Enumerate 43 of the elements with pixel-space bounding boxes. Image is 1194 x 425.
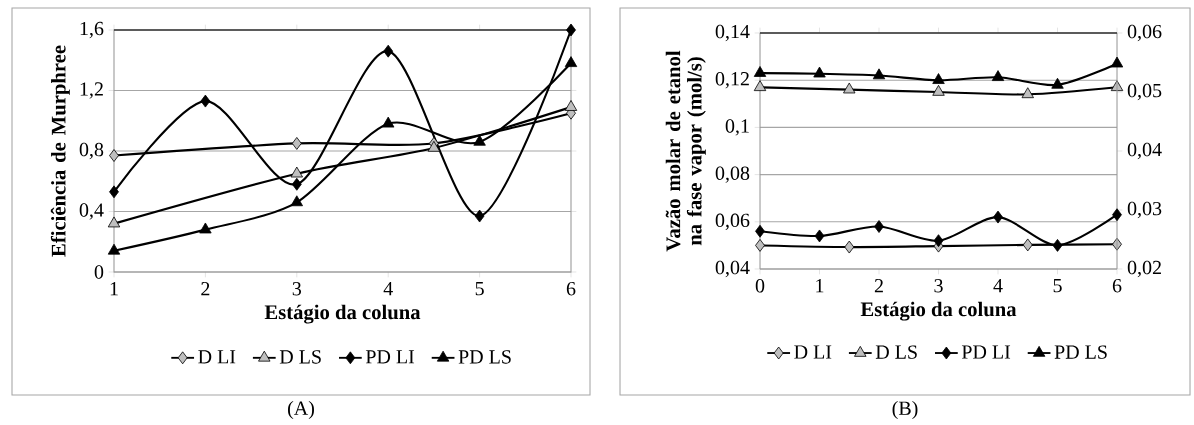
y2-tick-label: 0,05 (1127, 83, 1162, 101)
y2-tick-label: 0,03 (1127, 201, 1162, 219)
y-tick-label: 0,1 (725, 119, 749, 136)
x-tick-label: 0 (755, 279, 765, 293)
y2-tick-label: 0,02 (1127, 260, 1161, 278)
y-axis-title: Vazão molar de etanol na fase vapor (mol/s) (665, 50, 706, 252)
text: (B) (892, 400, 918, 420)
y2-tick-label: 0,06 (1127, 24, 1162, 42)
x-axis-title: Estágio da coluna (860, 301, 1017, 321)
x-tick-label: 2 (874, 279, 883, 293)
x-tick-label: 6 (566, 282, 576, 296)
y-tick-label: 0,06 (715, 213, 750, 230)
x-tick-label: 5 (475, 282, 484, 296)
legend-label: PD LI (365, 350, 415, 364)
y-tick-label: 0,14 (715, 24, 750, 42)
y-tick-label: 1,6 (80, 21, 104, 39)
legend-label: D LI (198, 350, 236, 364)
x-tick-label: 4 (383, 282, 393, 296)
y-tick-label: 0,12 (715, 72, 749, 89)
text: (A) (288, 400, 314, 420)
x-tick-label: 2 (201, 282, 210, 296)
x-tick-label: 3 (934, 279, 943, 293)
y-tick-label: 0,4 (79, 203, 104, 220)
legend-label: PD LS (1054, 345, 1107, 359)
x-tick-label: 5 (1053, 279, 1062, 293)
y-tick-label: 1,2 (80, 82, 103, 99)
x-tick-label: 1 (110, 282, 118, 296)
x-tick-label: 4 (993, 279, 1003, 293)
x-tick-label: 3 (292, 282, 302, 296)
legend-label: D LI (794, 345, 832, 359)
y-tick-label: 0 (94, 265, 104, 279)
y-tick-label: 0,08 (715, 166, 750, 183)
x-tick-label: 6 (1112, 279, 1122, 293)
x-axis-title: Estágio da coluna (264, 304, 421, 324)
y-axis-title: Eficiência de Murphree (50, 45, 70, 257)
legend-label: D LS (279, 350, 321, 364)
legend-label: D LS (875, 345, 917, 359)
legend-label: PD LI (961, 345, 1011, 359)
y-tick-label: 0,8 (79, 142, 104, 160)
legend-label: PD LS (458, 350, 511, 364)
y-tick-label: 0,04 (715, 260, 750, 278)
y2-tick-label: 0,04 (1127, 142, 1162, 160)
x-tick-label: 1 (816, 279, 824, 293)
